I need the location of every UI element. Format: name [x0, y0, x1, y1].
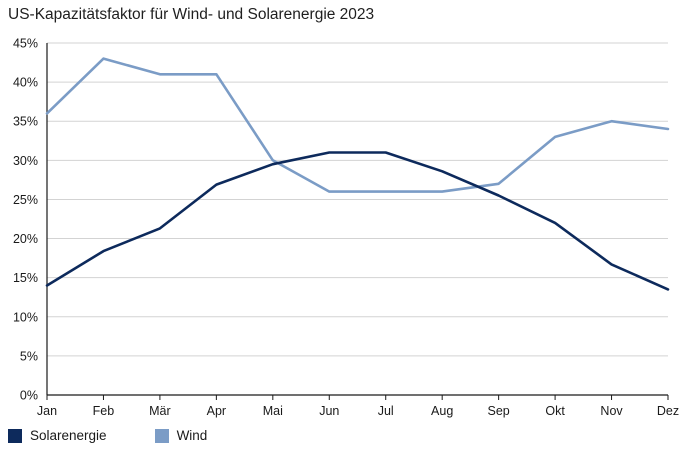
x-tick-label: Nov	[600, 404, 623, 418]
y-tick-label: 40%	[13, 76, 38, 90]
legend-swatch-wind	[154, 428, 169, 443]
x-tick-label: Mai	[263, 404, 283, 418]
tick-labels: 0% 5% 10% 15% 20% 25% 30% 35% 40% 45% Jan Feb Mär Apr…	[13, 37, 679, 419]
axes	[46, 43, 669, 400]
y-tick-label: 20%	[13, 232, 38, 246]
legend-label-wind: Wind	[176, 428, 208, 443]
legend-item-solar: Solarenergie	[8, 428, 107, 443]
y-tick-label: 0%	[20, 389, 38, 403]
legend: Solarenergie Wind	[8, 428, 255, 443]
y-tick-label: 10%	[13, 310, 38, 324]
chart-title: US-Kapazitätsfaktor für Wind- und Solare…	[8, 6, 375, 23]
y-tick-label: 30%	[13, 154, 38, 168]
legend-swatch-solar	[8, 428, 22, 443]
y-tick-label: 25%	[13, 193, 38, 207]
x-tick-label: Feb	[93, 404, 115, 418]
y-tick-label: 45%	[13, 37, 38, 51]
y-tick-label: 15%	[13, 271, 38, 285]
series-line-solar	[45, 151, 670, 291]
y-tick-label: 5%	[20, 349, 38, 363]
x-tick-label: Dez	[657, 404, 679, 418]
x-tick-label: Sep	[488, 404, 510, 418]
x-tick-label: Mär	[149, 404, 171, 418]
legend-label-solar: Solarenergie	[30, 428, 107, 443]
series-lines	[45, 57, 670, 291]
x-tick-label: Okt	[545, 404, 565, 418]
series-line-wind	[45, 57, 670, 193]
y-tick-label: 35%	[13, 115, 38, 129]
x-tick-label: Jan	[37, 404, 57, 418]
x-tick-label: Apr	[207, 404, 226, 418]
x-tick-label: Aug	[431, 404, 453, 418]
grid-lines	[47, 42, 668, 357]
legend-item-wind: Wind	[154, 428, 208, 443]
x-tick-label: Jul	[378, 404, 394, 418]
x-tick-label: Jun	[319, 404, 339, 418]
